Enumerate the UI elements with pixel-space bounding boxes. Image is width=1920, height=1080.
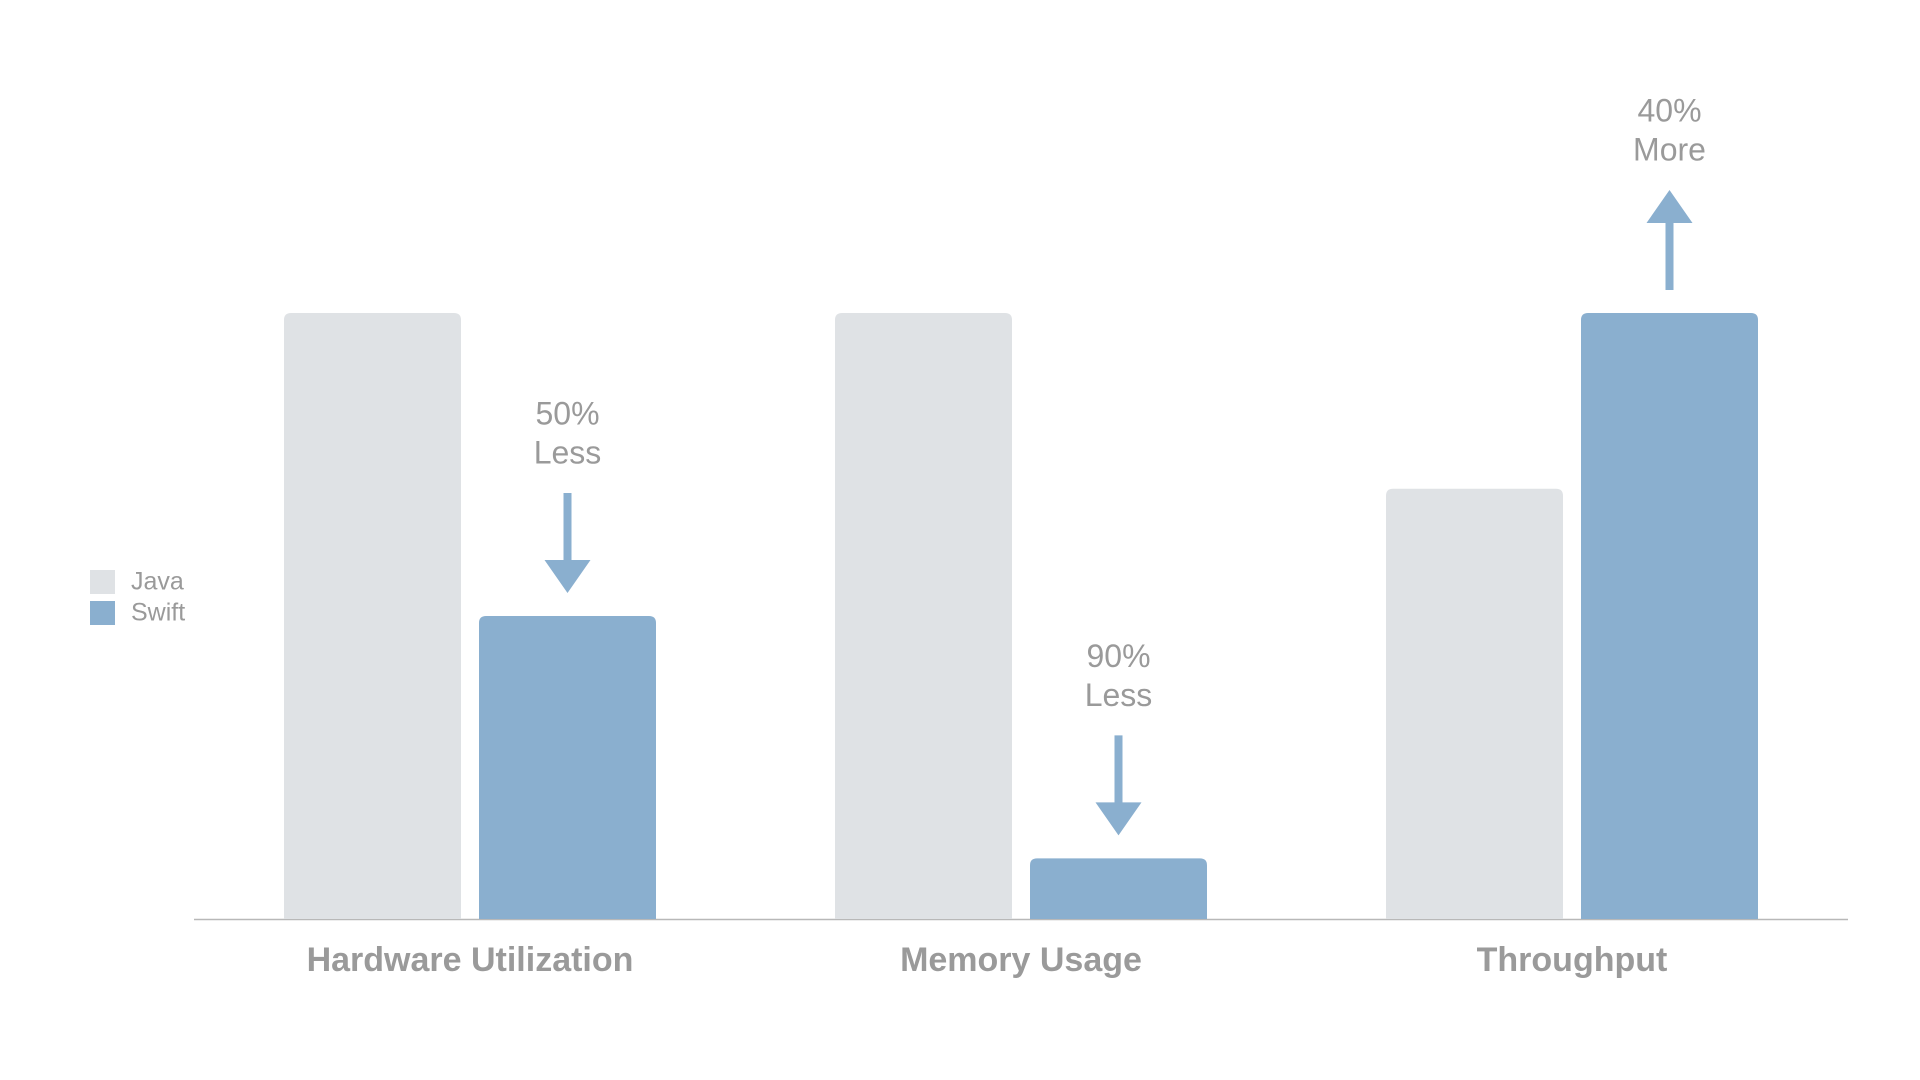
annotation: 90% [1086,638,1150,674]
bar [835,313,1012,919]
annotation: Less [534,434,602,470]
annotation: Less [1085,677,1153,713]
bar [1581,313,1758,919]
annotation: 40% [1637,92,1701,128]
arrow [544,493,591,593]
legend-swatch [90,601,115,625]
bar [284,313,461,919]
annotation: 50% [535,395,599,431]
arrow [1095,735,1142,836]
bar [1030,858,1207,919]
arrow [1646,190,1693,290]
bar [1386,488,1563,919]
legend-label: Swift [131,599,185,627]
x-tick-label: Memory Usage [900,941,1142,979]
x-tick-label: Throughput [1477,941,1668,979]
bar [479,616,656,919]
legend-swatch [90,570,115,594]
legend-label: Java [131,568,184,596]
annotation: More [1633,131,1706,167]
x-tick-label: Hardware Utilization [307,941,634,979]
